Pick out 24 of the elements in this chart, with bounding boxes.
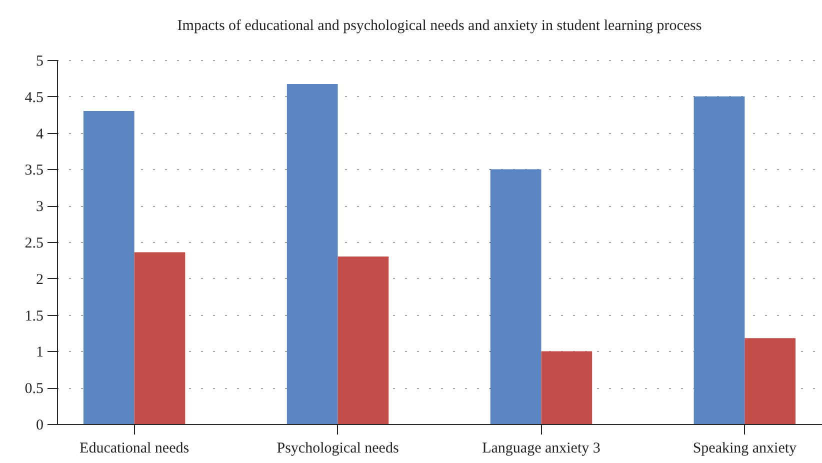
bar	[694, 96, 745, 424]
y-tick-label: 2.5	[24, 236, 44, 252]
bar	[744, 338, 796, 424]
x-tick-label: Language anxiety 3	[482, 440, 600, 456]
y-tick-label: 0	[36, 418, 44, 434]
y-tick-label: 3.5	[24, 162, 44, 179]
bar	[541, 351, 592, 424]
x-tick-label: Educational needs	[80, 440, 190, 456]
chart-title: Impacts of educational and psychological needs and anxiety in student learning process	[177, 18, 702, 34]
y-tick-label: 5	[36, 54, 44, 70]
y-tick-label: 2	[36, 272, 44, 288]
bar	[490, 169, 542, 424]
y-tick-label: 1.5	[24, 308, 44, 324]
y-tick-label: 4.5	[24, 90, 44, 106]
y-tick-label: 0.5	[24, 381, 44, 398]
y-tick-label: 1	[36, 344, 44, 361]
bar	[134, 252, 186, 424]
y-tick-label: 3	[36, 199, 44, 216]
x-tick-label: Speaking anxiety	[692, 440, 798, 456]
bar	[83, 110, 134, 424]
bar	[286, 84, 338, 424]
y-tick-label: 4	[36, 126, 44, 142]
bar	[338, 256, 389, 424]
x-tick-label: Psychological needs	[276, 440, 399, 456]
